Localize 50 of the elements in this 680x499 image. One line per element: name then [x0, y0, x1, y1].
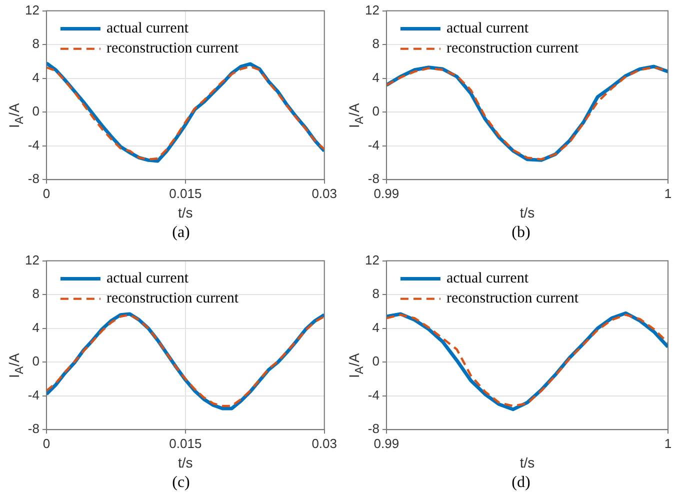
- y-tick-label: 4: [372, 70, 380, 85]
- text: (b): [510, 224, 532, 242]
- y-tick-label: 12: [24, 2, 40, 18]
- x-axis-title: t/s: [520, 454, 535, 470]
- y-tick-label: 12: [24, 252, 40, 268]
- legend-label: actual current: [446, 20, 530, 37]
- x-tick-label: 0.99: [374, 436, 400, 451]
- y-tick-label: -4: [28, 137, 40, 152]
- y-tick-label: -8: [368, 171, 380, 186]
- legend-label: reconstruction current: [106, 40, 240, 57]
- y-tick-label: -8: [28, 171, 40, 186]
- legend-label: reconstruction current: [446, 40, 580, 57]
- y-tick-label: 8: [372, 286, 380, 302]
- x-tick-label: 0.015: [169, 436, 202, 451]
- y-tick-label: -4: [28, 387, 40, 402]
- y-tick-label: -4: [368, 137, 380, 152]
- y-tick-label: 0: [372, 354, 380, 369]
- y-tick-label: 12: [364, 2, 380, 18]
- legend-label: actual current: [446, 270, 530, 287]
- y-tick-label: 8: [32, 286, 40, 302]
- x-tick-label: 0: [42, 436, 50, 451]
- text: (d): [510, 474, 532, 492]
- text: (c): [171, 474, 191, 492]
- x-tick-label: 0.03: [312, 186, 338, 201]
- legend-label: actual current: [106, 270, 190, 287]
- legend-label: reconstruction current: [106, 290, 240, 307]
- y-tick-label: 0: [372, 104, 380, 119]
- x-tick-label: 1: [664, 186, 672, 201]
- x-tick-label: 1: [664, 436, 672, 451]
- y-tick-label: 0: [32, 354, 40, 369]
- y-tick-label: 4: [372, 320, 380, 335]
- y-tick-label: -8: [28, 421, 40, 436]
- y-tick-label: 8: [372, 36, 380, 52]
- x-tick-label: 0.03: [312, 436, 338, 451]
- x-axis-title: t/s: [520, 204, 535, 220]
- y-tick-label: 8: [32, 36, 40, 52]
- y-tick-label: 0: [32, 104, 40, 119]
- y-tick-label: 4: [32, 320, 40, 335]
- x-tick-label: 0.015: [169, 186, 202, 201]
- y-tick-label: 4: [32, 70, 40, 85]
- text: (a): [171, 224, 191, 242]
- x-axis-title: t/s: [178, 454, 193, 470]
- y-tick-label: -8: [368, 421, 380, 436]
- legend-label: actual current: [106, 20, 190, 37]
- legend-label: reconstruction current: [446, 290, 580, 307]
- y-tick-label: -4: [368, 387, 380, 402]
- y-tick-label: 12: [364, 252, 380, 268]
- x-tick-label: 0: [42, 186, 50, 201]
- x-axis-title: t/s: [178, 204, 193, 220]
- x-tick-label: 0.99: [374, 186, 400, 201]
